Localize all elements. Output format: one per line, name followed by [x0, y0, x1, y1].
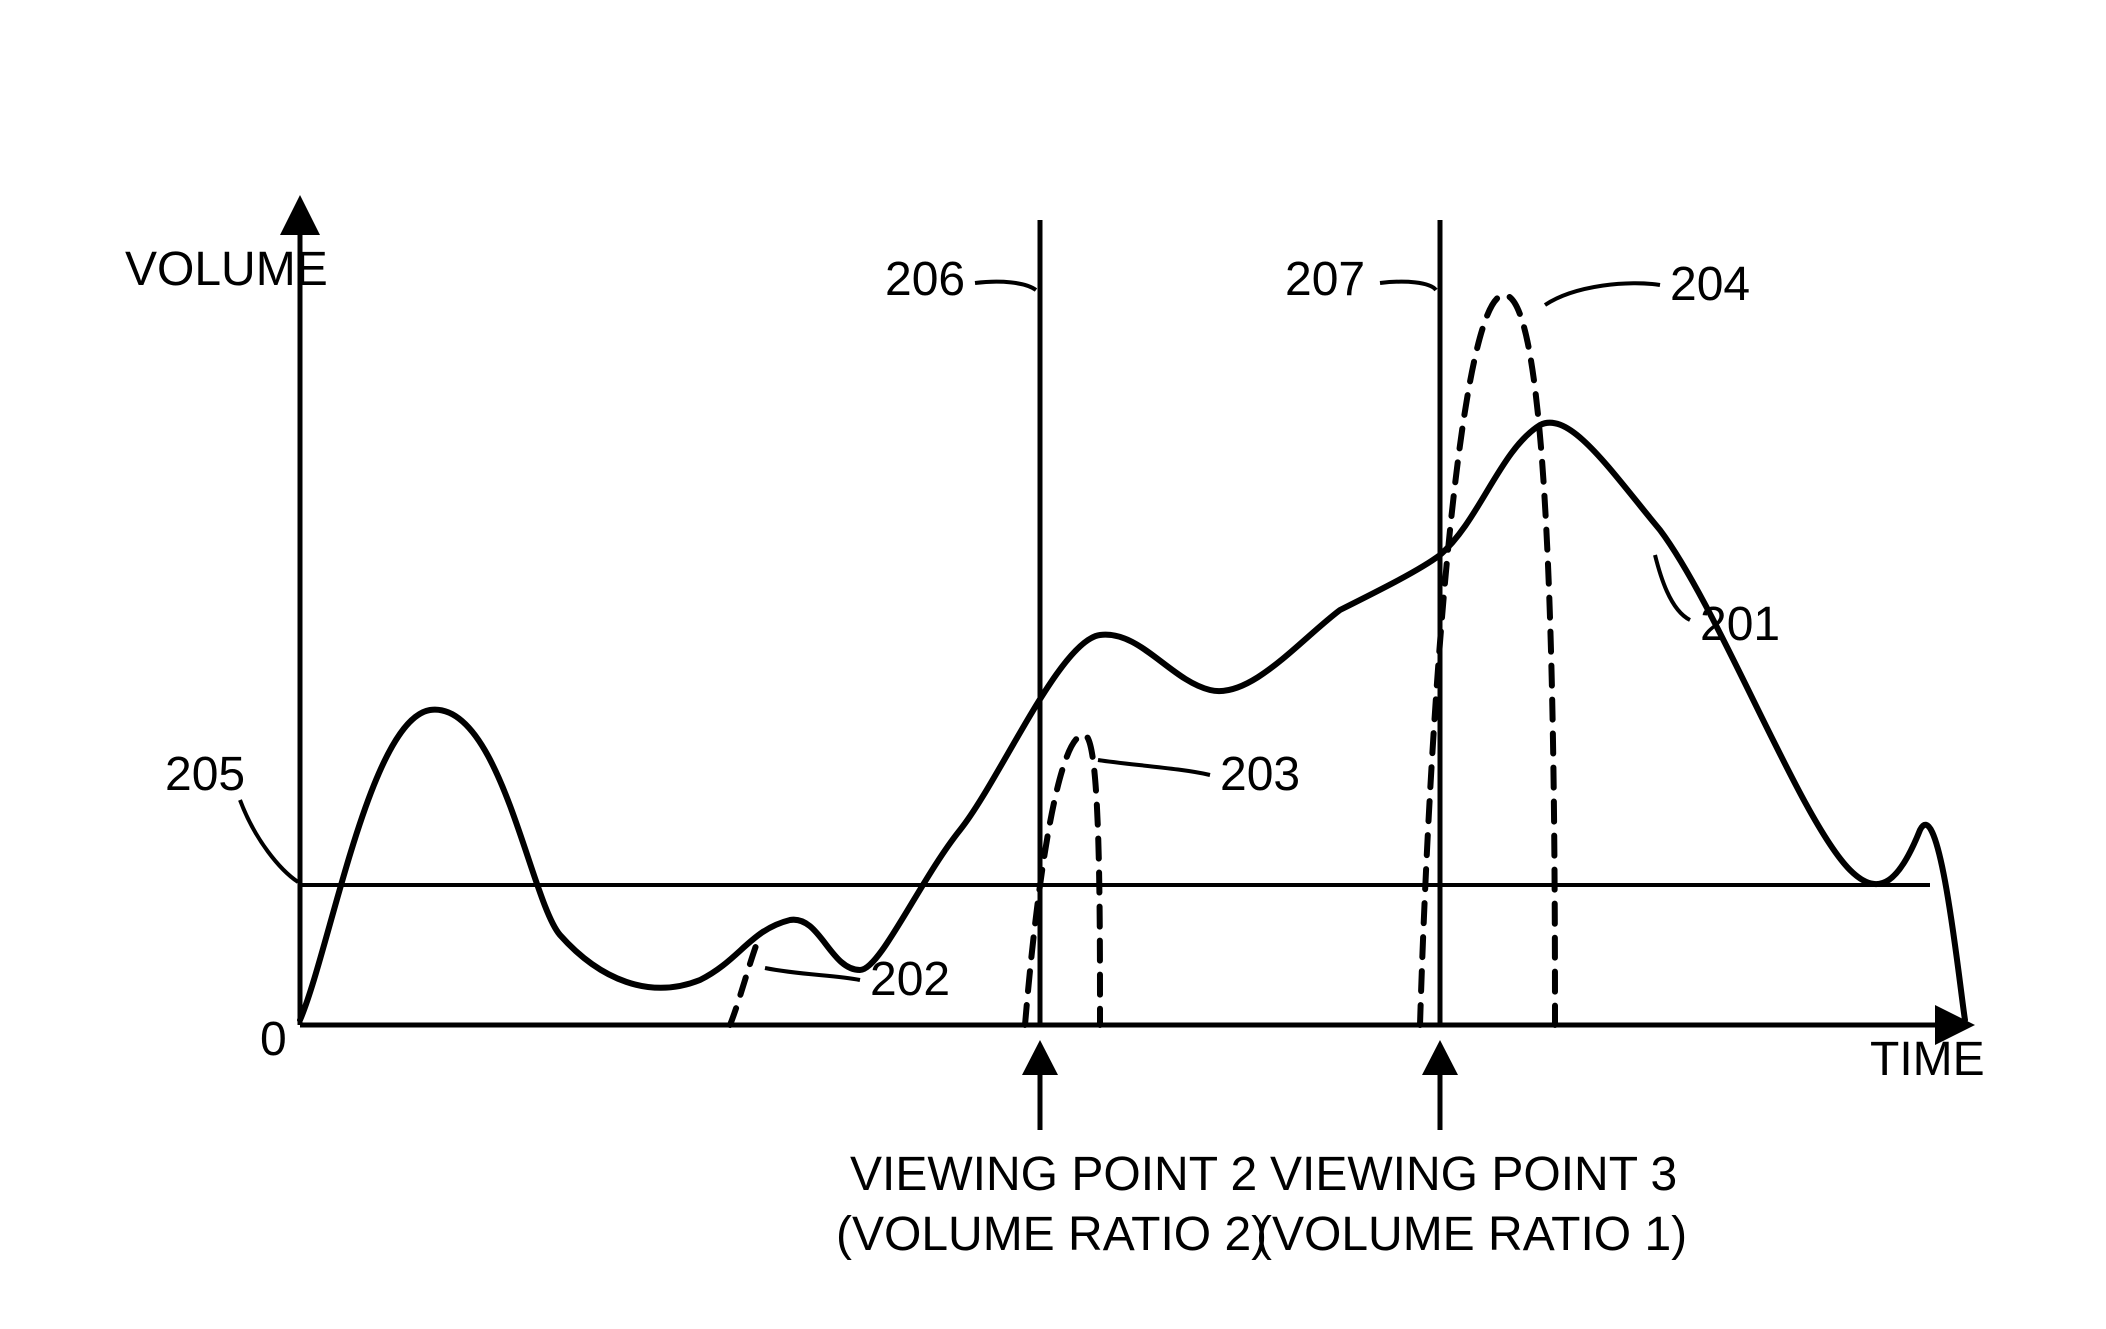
label-ref_201: 201: [1700, 598, 1780, 651]
label-ref_205: 205: [165, 748, 245, 801]
label-ref_203: 203: [1220, 748, 1300, 801]
label-ref_202: 202: [870, 953, 950, 1006]
label-origin: 0: [260, 1013, 287, 1066]
label-viewing_point_2_line1: VIEWING POINT 2: [850, 1148, 1257, 1201]
label-ref_207: 207: [1285, 253, 1365, 306]
label-ref_206: 206: [885, 253, 965, 306]
label-viewing_point_3_line2: (VOLUME RATIO 1): [1256, 1208, 1687, 1261]
volume-time-diagram: VOLUME TIME 0 201 202 203 204 205 206 207 VIEWING …: [0, 0, 2106, 1329]
label-viewing_point_2_line2: (VOLUME RATIO 2): [836, 1208, 1267, 1261]
label-y_axis: VOLUME: [125, 243, 328, 296]
label-viewing_point_3_line1: VIEWING POINT 3: [1270, 1148, 1677, 1201]
label-ref_204: 204: [1670, 258, 1750, 311]
label-x_axis: TIME: [1870, 1033, 1985, 1086]
